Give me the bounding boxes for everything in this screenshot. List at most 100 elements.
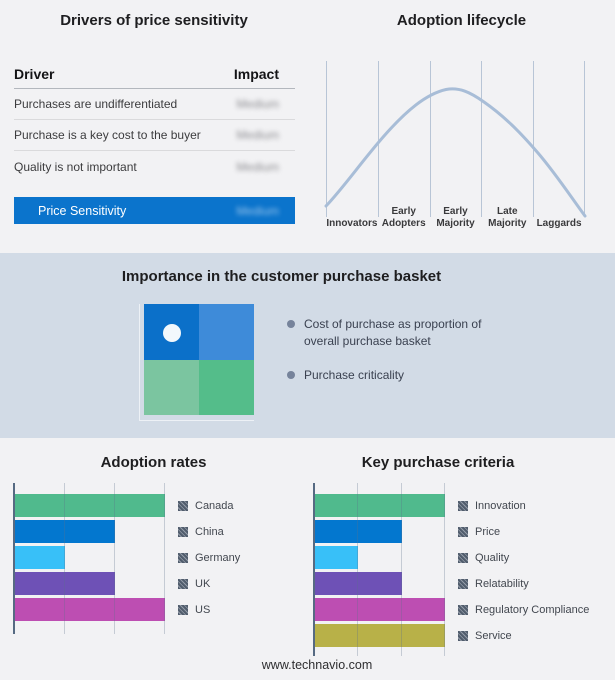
purchase-basket-band: Importance in the customer purchase bask… — [0, 253, 615, 438]
bar-price — [315, 520, 402, 543]
impact-value-blurred: Medium — [236, 159, 279, 174]
bar-service — [315, 624, 445, 647]
basket-bullets: Cost of purchase as proportion of overal… — [287, 304, 492, 421]
legend-item-innovation: Innovation — [458, 494, 589, 517]
lifecycle-gridline — [377, 61, 379, 217]
legend-swatch-icon — [178, 604, 188, 615]
legend-label: Quality — [475, 551, 510, 564]
chart-legend: Innovation Price Quality Relatability Regula… — [458, 483, 589, 656]
impact-value-blurred: Medium — [236, 128, 279, 142]
legend-swatch-icon — [458, 552, 468, 563]
legend-label: Service — [475, 629, 512, 642]
legend-item-quality: Quality — [458, 546, 589, 569]
legend-item-china: China — [178, 520, 240, 543]
bar-china — [15, 520, 115, 543]
lifecycle-panel: Adoption lifecycle Innovators Early Adop… — [308, 0, 615, 253]
chart-area: Innovation Price Quality Relatability Regula… — [313, 483, 615, 656]
legend-swatch-icon — [458, 526, 468, 537]
table-row: Quality is not important Medium — [14, 151, 295, 182]
bar-quality — [315, 546, 359, 569]
legend-item-price: Price — [458, 520, 589, 543]
lifecycle-gridline — [533, 61, 535, 217]
bar-germany — [15, 546, 65, 569]
legend-item-canada: Canada — [178, 494, 240, 517]
bar-plot — [13, 483, 165, 634]
chart-legend: Canada China Germany UK US — [178, 483, 240, 634]
segment-label-late-majority: Late Majority — [488, 206, 527, 229]
column-header-impact: Impact — [233, 66, 279, 82]
legend-item-uk: UK — [178, 572, 240, 595]
segment-label-laggards: Laggards — [536, 217, 582, 229]
legend-item-relatability: Relatability — [458, 572, 589, 595]
bottom-row: Adoption rates Canada China Germany UK US Ke… — [0, 438, 615, 656]
legend-label: Canada — [195, 499, 234, 512]
legend-label: Regulatory Compliance — [475, 603, 590, 616]
lifecycle-segment-labels: Innovators Early Adopters Early Majority… — [326, 203, 585, 229]
plot-gridline — [164, 483, 165, 634]
legend-swatch-icon — [178, 578, 188, 589]
driver-label: Quality is not important — [14, 159, 137, 174]
legend-label: Relatability — [475, 577, 529, 590]
quadrant-bottom-left — [144, 359, 199, 415]
plot-gridline — [357, 483, 359, 656]
lifecycle-panel-title: Adoption lifecycle — [396, 12, 527, 29]
bullet-icon — [287, 320, 295, 328]
impact-value-blurred: Medium — [236, 97, 279, 111]
price-sensitivity-highlight-row: Price Sensitivity Medium — [14, 197, 295, 224]
drivers-panel-title: Drivers of price sensitivity — [60, 12, 248, 29]
bullet-text: Cost of purchase as proportion of overal… — [304, 317, 482, 348]
plot-gridline — [113, 483, 115, 634]
highlight-row-label: Price Sensitivity — [38, 203, 127, 218]
lifecycle-gridline — [584, 61, 585, 217]
bar-innovation — [315, 494, 445, 517]
segment-label-innovators: Innovators — [326, 217, 378, 229]
quadrant-frame — [139, 304, 254, 421]
driver-label: Purchases are undifferentiated — [14, 97, 178, 111]
lifecycle-gridline — [429, 61, 431, 217]
segment-label-early-adopters: Early Adopters — [381, 206, 426, 229]
lifecycle-gridline — [481, 61, 483, 217]
legend-swatch-icon — [458, 500, 468, 511]
bar-uk — [15, 572, 115, 595]
lifecycle-gridline — [326, 61, 327, 217]
footer-url[interactable]: www.technavio.com — [261, 658, 373, 672]
impact-value-blurred: Medium — [236, 203, 279, 218]
legend-item-germany: Germany — [178, 546, 240, 569]
legend-swatch-icon — [178, 552, 188, 563]
legend-swatch-icon — [178, 500, 188, 511]
table-row: Purchases are undifferentiated Medium — [14, 89, 295, 120]
table-row: Purchase is a key cost to the buyer Medi… — [14, 120, 295, 151]
bullet-icon — [287, 370, 295, 379]
bullet-item: Purchase criticality — [287, 367, 492, 384]
chart-area: Canada China Germany UK US — [13, 483, 307, 634]
basket-content: Cost of purchase as proportion of overal… — [139, 304, 615, 421]
legend-label: US — [195, 603, 211, 616]
quadrant-matrix — [144, 304, 254, 415]
legend-swatch-icon — [458, 630, 468, 641]
top-row: Drivers of price sensitivity Driver Impa… — [0, 0, 615, 253]
bullet-item: Cost of purchase as proportion of overal… — [287, 316, 492, 350]
legend-item-regulatory-compliance: Regulatory Compliance — [458, 598, 589, 621]
key-purchase-criteria-chart: Key purchase criteria Innovation Price Qua… — [307, 438, 615, 656]
plot-gridline — [444, 483, 445, 656]
column-header-driver: Driver — [14, 66, 55, 82]
bar-regulatory-compliance — [315, 598, 445, 621]
lifecycle-chart — [324, 61, 587, 218]
legend-label: UK — [195, 577, 211, 590]
bar-canada — [15, 494, 165, 517]
adoption-rates-chart: Adoption rates Canada China Germany UK US — [0, 438, 307, 634]
drivers-table: Driver Impact Purchases are undifferenti… — [14, 66, 295, 182]
quadrant-top-right — [199, 304, 254, 360]
legend-label: Germany — [195, 551, 241, 564]
bullet-text: Purchase criticality — [304, 367, 405, 382]
bar-relatability — [315, 572, 402, 595]
segment-label-early-majority: Early Majority — [436, 206, 475, 229]
legend-label: Innovation — [475, 499, 526, 512]
bar-us — [15, 598, 165, 621]
legend-swatch-icon — [458, 578, 468, 589]
plot-gridline — [400, 483, 402, 656]
basket-title: Importance in the customer purchase bask… — [121, 268, 442, 285]
legend-label: China — [195, 525, 224, 538]
legend-swatch-icon — [458, 604, 468, 615]
